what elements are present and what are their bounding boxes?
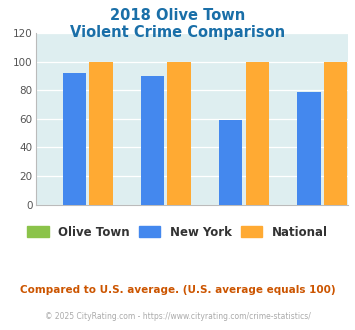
Bar (219, 120, 242, 205)
Bar (89, 62, 113, 205)
Bar (246, 62, 269, 205)
Bar (297, 92, 321, 205)
Text: 2018 Olive Town: 2018 Olive Town (110, 8, 245, 23)
Legend: Olive Town, New York, National: Olive Town, New York, National (22, 221, 333, 243)
Text: Violent Crime Comparison: Violent Crime Comparison (70, 25, 285, 40)
Bar (141, 76, 164, 205)
Bar (168, 62, 191, 205)
Text: Compared to U.S. average. (U.S. average equals 100): Compared to U.S. average. (U.S. average … (20, 285, 335, 295)
Bar (324, 62, 347, 205)
Bar (63, 73, 86, 205)
Text: © 2025 CityRating.com - https://www.cityrating.com/crime-statistics/: © 2025 CityRating.com - https://www.city… (45, 312, 310, 321)
